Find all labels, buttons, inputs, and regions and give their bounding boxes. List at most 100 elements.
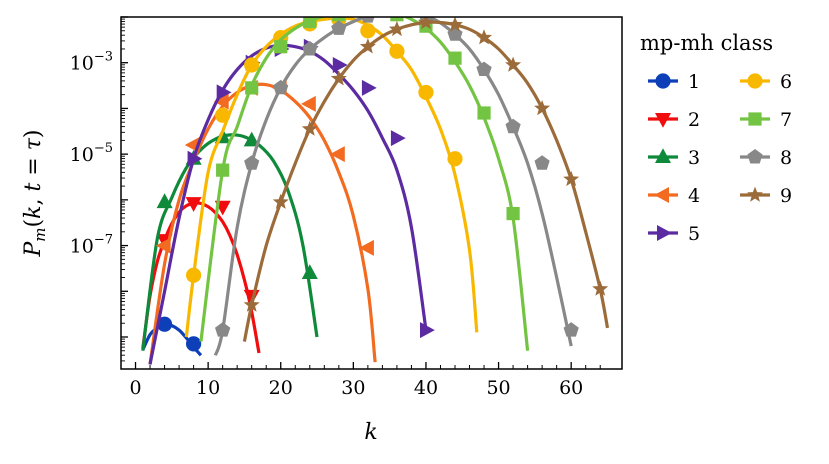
series-layer [141, 2, 610, 365]
plot-frame [120, 16, 623, 370]
x-tick-label: 60 [559, 377, 583, 399]
data-point-1 [156, 316, 173, 332]
data-point-3 [156, 193, 173, 209]
data-point-7 [506, 206, 520, 221]
data-point-3 [301, 264, 318, 279]
data-point-4 [301, 95, 316, 112]
legend-marker [747, 73, 763, 89]
legend-label: 6 [780, 71, 792, 93]
y-axis-label: Pm(k, t = τ) [21, 129, 49, 257]
data-point-8 [302, 41, 318, 56]
series-line-4 [148, 82, 377, 365]
x-tick-label: 40 [414, 377, 438, 399]
data-point-7 [216, 163, 230, 177]
data-point-1 [186, 336, 202, 352]
legend-item-6: 6 [740, 71, 792, 93]
legend-label: 4 [688, 185, 700, 207]
data-point-7 [245, 81, 259, 95]
data-point-9 [447, 17, 463, 32]
data-point-7 [390, 17, 404, 22]
legend-label: 8 [780, 147, 792, 169]
data-point-9 [534, 100, 551, 116]
data-point-5 [361, 79, 377, 96]
data-point-4 [213, 93, 229, 110]
data-point-8 [331, 20, 347, 35]
data-point-7 [361, 4, 374, 17]
y-tick-label: 10−7 [70, 233, 113, 258]
data-point-4 [359, 239, 374, 256]
data-point-5 [332, 57, 348, 73]
data-point-9 [272, 193, 289, 209]
data-point-5 [216, 84, 232, 101]
x-tick-label: 20 [269, 377, 293, 399]
data-point-8 [476, 61, 492, 76]
data-point-6 [389, 43, 405, 59]
data-point-8 [563, 322, 579, 337]
data-point-6 [186, 267, 202, 283]
legend-label: 9 [780, 185, 792, 207]
legend-marker [655, 148, 671, 163]
series-line-7 [199, 17, 530, 351]
series-8 [213, 2, 579, 356]
data-point-4 [155, 237, 171, 254]
data-point-6 [360, 23, 376, 39]
series-1 [141, 316, 203, 357]
legend-marker [655, 113, 671, 128]
legend-label: 7 [780, 109, 792, 131]
y-tick-label: 10−3 [70, 50, 113, 75]
data-point-5 [390, 130, 406, 147]
data-point-9 [476, 29, 492, 45]
data-point-6 [418, 84, 434, 101]
data-point-8 [244, 155, 260, 170]
legend-item-9: 9 [740, 185, 792, 207]
data-point-5 [420, 322, 435, 339]
data-point-9 [418, 17, 434, 30]
data-point-8 [389, 2, 404, 17]
data-point-7 [477, 106, 491, 120]
legend-marker [748, 112, 762, 126]
legend-title: mp-mh class [640, 31, 773, 55]
data-point-8 [534, 155, 550, 170]
data-point-8 [273, 79, 289, 95]
data-point-7 [274, 40, 288, 54]
legend-label: 2 [688, 109, 700, 131]
legend: mp-mh class 1 2 3 4 5 6 7 8 9 [640, 31, 792, 245]
legend-marker [654, 187, 669, 203]
data-point-9 [592, 280, 609, 296]
data-point-6 [215, 107, 231, 123]
legend-marker [655, 73, 671, 89]
data-point-4 [330, 146, 345, 163]
legend-marker [747, 149, 763, 164]
x-axis-label: k [364, 420, 377, 445]
legend-item-2: 2 [648, 109, 700, 131]
data-point-8 [215, 322, 231, 337]
axis-layer: 0 10 20 30 40 50 60 10−7 10−5 10−3 [70, 16, 601, 399]
data-point-9 [388, 20, 405, 37]
svg-text:Pm(k, t = τ): Pm(k, t = τ) [21, 129, 49, 257]
data-point-7 [332, 17, 346, 22]
data-point-5 [187, 150, 203, 167]
legend-label: 1 [688, 71, 700, 93]
data-point-7 [303, 17, 317, 29]
legend-label: 5 [688, 223, 700, 245]
data-point-8 [505, 118, 521, 134]
data-point-9 [563, 170, 580, 187]
series-7 [199, 4, 530, 351]
data-point-7 [448, 51, 462, 65]
legend-marker [747, 186, 763, 202]
data-point-9 [330, 70, 347, 86]
series-9 [242, 17, 610, 342]
data-point-9 [243, 296, 260, 312]
data-point-6 [447, 151, 463, 167]
data-point-8 [361, 17, 375, 23]
data-point-2 [185, 197, 202, 212]
x-tick-label: 50 [486, 377, 510, 399]
legend-item-5: 5 [648, 223, 700, 245]
y-tick-label: 10−5 [70, 141, 113, 166]
data-point-9 [359, 38, 376, 54]
legend-item-8: 8 [740, 147, 792, 169]
legend-item-3: 3 [648, 147, 700, 169]
x-tick-label: 0 [129, 377, 141, 399]
data-point-9 [505, 56, 522, 72]
